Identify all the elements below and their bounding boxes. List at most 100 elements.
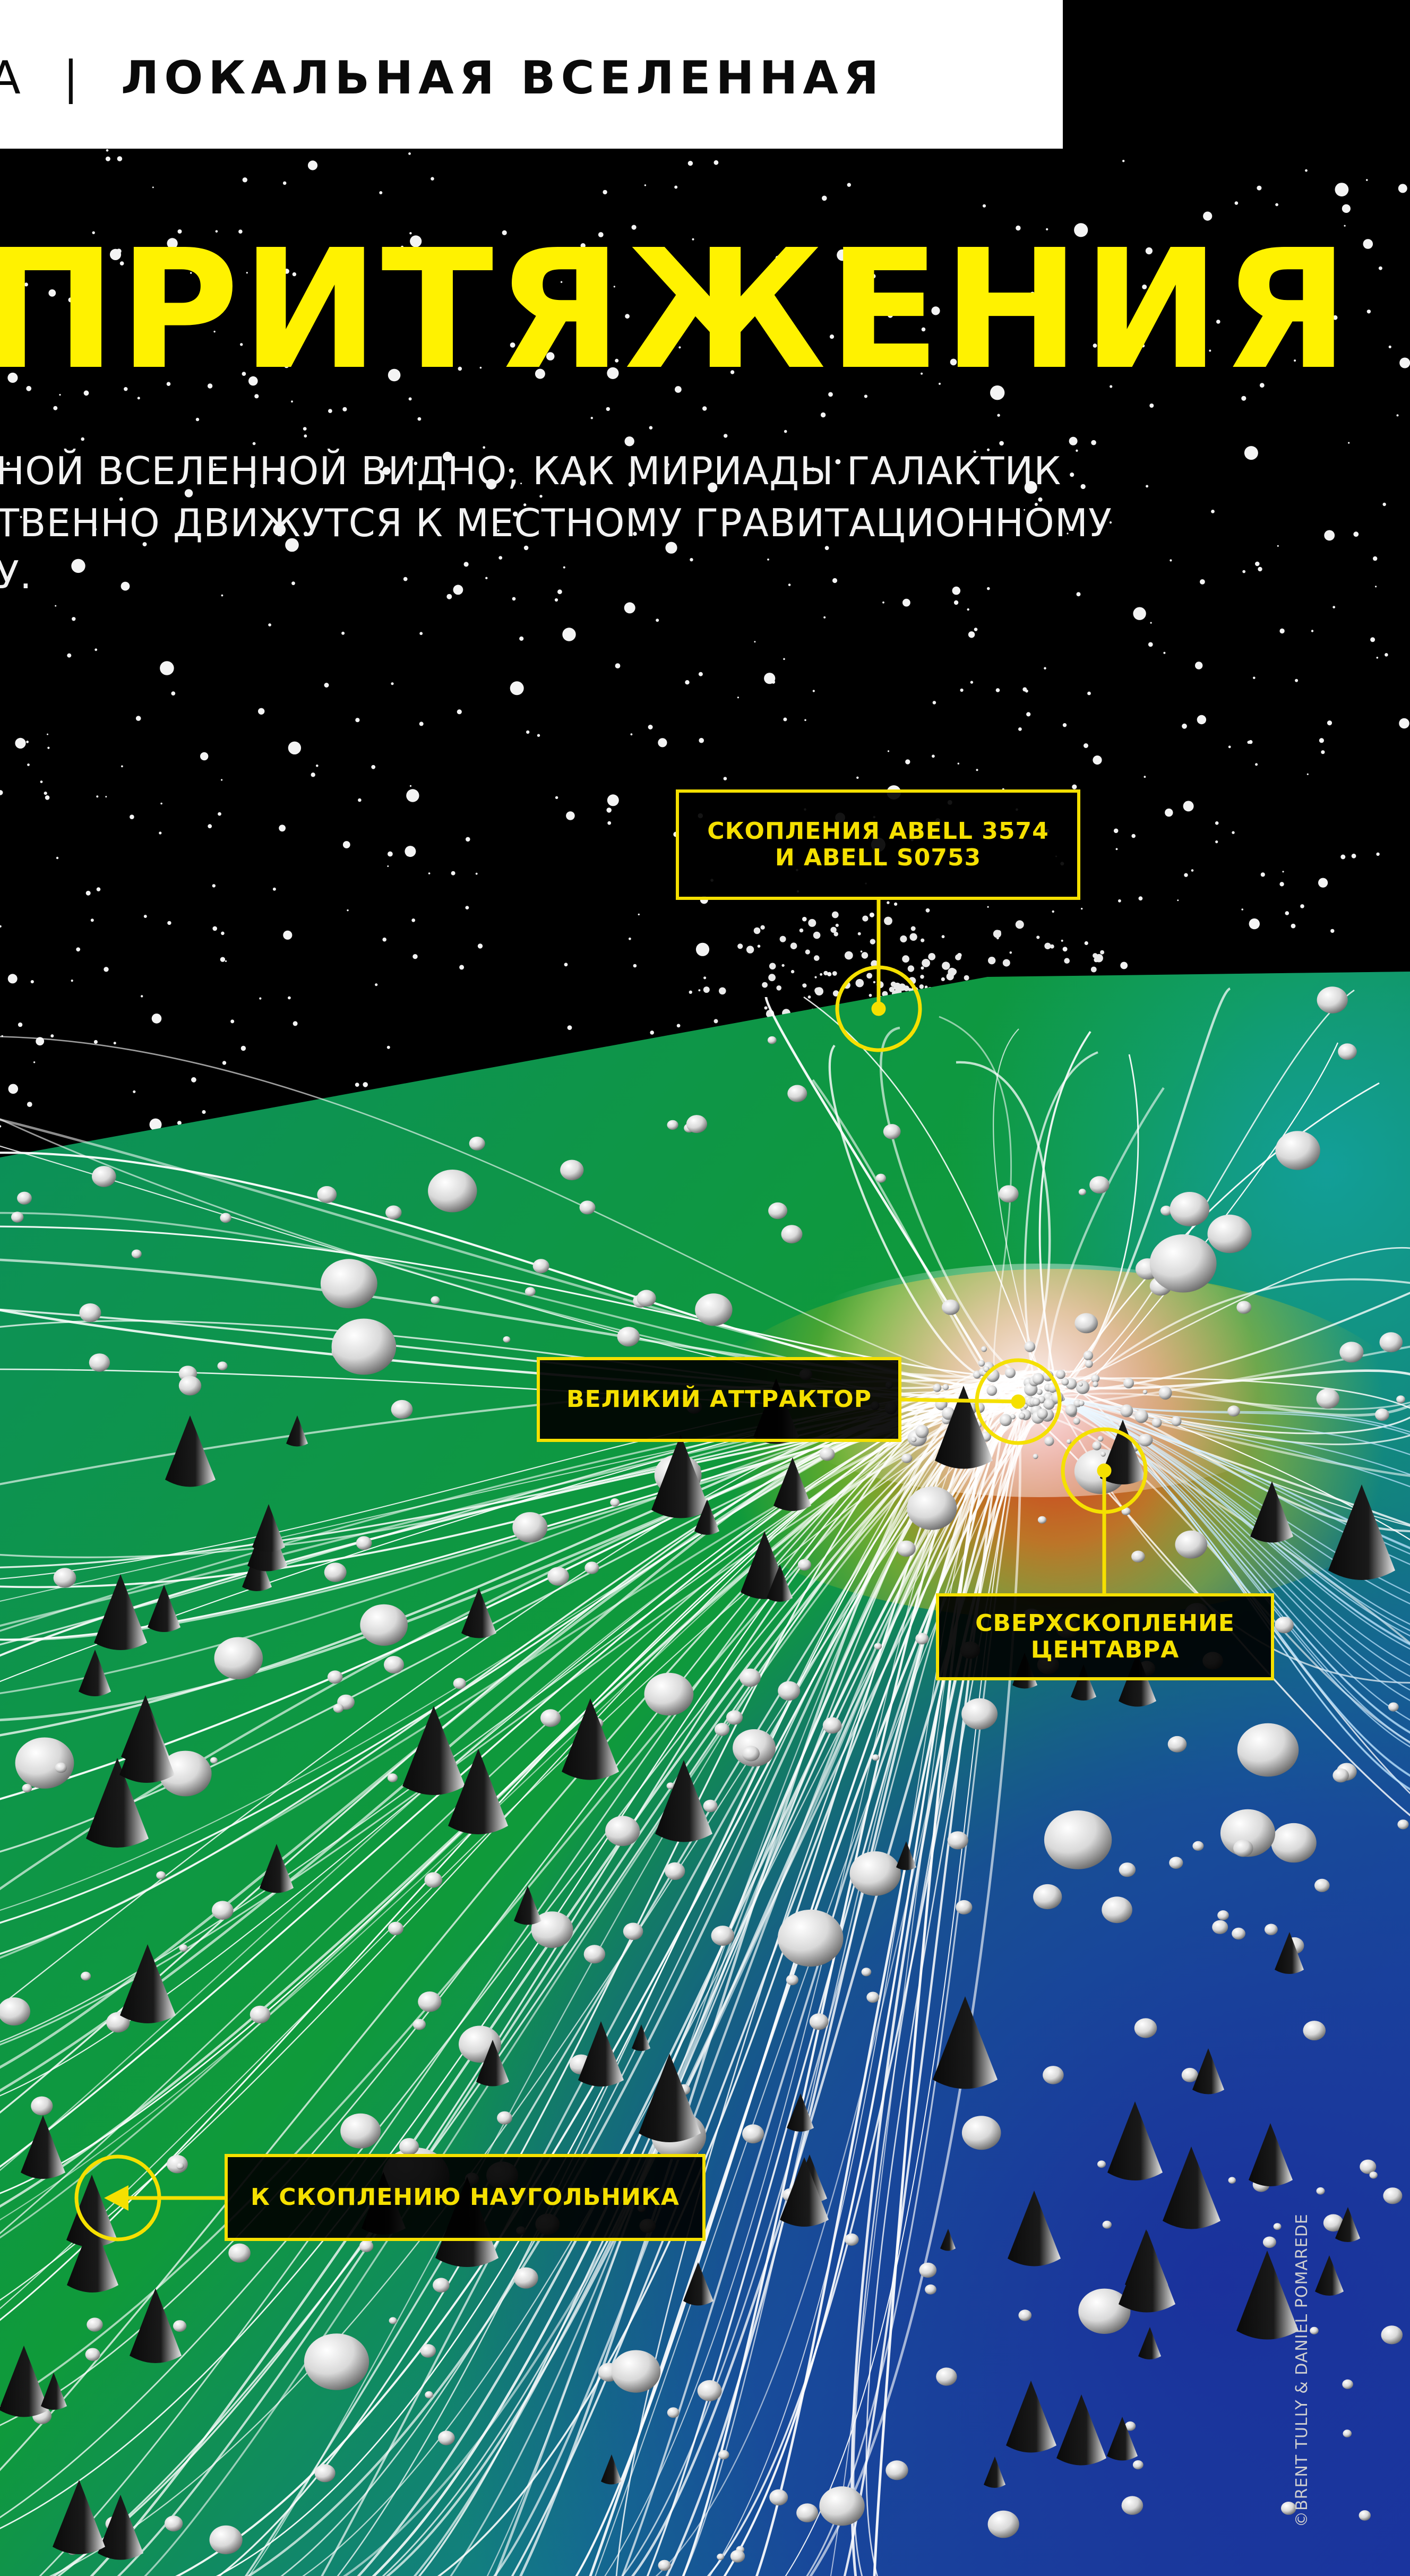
star <box>1330 929 1335 933</box>
star <box>873 981 876 984</box>
galaxy-sphere <box>740 1668 761 1687</box>
galaxy-sphere <box>999 1414 1012 1427</box>
star <box>1195 662 1203 669</box>
galaxy-sphere <box>1123 1378 1134 1389</box>
star <box>81 437 84 441</box>
star <box>807 995 811 999</box>
star <box>1382 502 1386 506</box>
star <box>695 942 710 956</box>
star <box>771 680 776 684</box>
star <box>1062 723 1067 727</box>
star <box>1300 904 1304 908</box>
star <box>723 777 727 780</box>
star <box>1399 357 1410 368</box>
star <box>1247 741 1251 744</box>
star <box>1259 340 1263 344</box>
galaxy-sphere <box>1323 2214 1344 2232</box>
star <box>633 531 637 536</box>
star <box>758 281 761 284</box>
star <box>72 617 76 621</box>
galaxy-sphere <box>317 1186 337 1203</box>
velocity-cone <box>461 1588 496 1638</box>
galaxy-sphere <box>1073 1418 1080 1425</box>
velocity-cone <box>639 2054 701 2142</box>
galaxy-sphere <box>1037 1408 1048 1420</box>
velocity-cone <box>773 1457 811 1511</box>
star <box>1046 228 1048 230</box>
velocity-cone <box>120 1944 176 2023</box>
star <box>1009 951 1012 954</box>
star <box>1165 808 1173 817</box>
star <box>47 733 48 735</box>
great-attractor-label: ВЕЛИКИЙ АТТРАКТОР <box>537 1357 901 1442</box>
galaxy-sphere <box>412 2019 426 2030</box>
star <box>1081 907 1083 910</box>
star <box>207 383 213 389</box>
star <box>45 795 50 800</box>
star <box>222 1061 227 1065</box>
star <box>152 186 154 188</box>
star <box>159 831 162 835</box>
star <box>690 558 693 562</box>
star <box>603 190 607 195</box>
star <box>212 926 218 931</box>
star <box>675 386 682 393</box>
star <box>1177 899 1179 901</box>
star <box>860 950 863 952</box>
star <box>48 289 56 297</box>
star <box>607 367 619 380</box>
star <box>1324 530 1335 541</box>
star <box>1244 446 1258 460</box>
star <box>104 967 109 972</box>
galaxy-sphere <box>331 1318 397 1375</box>
galaxy-sphere <box>547 1567 569 1586</box>
star <box>1275 203 1279 207</box>
galaxy-sphere <box>1076 1380 1090 1394</box>
star <box>411 918 416 922</box>
galaxy-sphere <box>220 1213 231 1223</box>
galaxy-sphere <box>1314 1878 1330 1892</box>
star <box>250 483 255 488</box>
star <box>252 442 256 445</box>
star <box>1200 579 1205 585</box>
galaxy-sphere <box>418 1991 442 2012</box>
centaurus-supercluster-label: СВЕРХСКОПЛЕНИЕ ЦЕНТАВРА <box>936 1593 1274 1680</box>
galaxy-sphere <box>314 2464 336 2483</box>
star <box>486 478 497 490</box>
velocity-cone <box>260 1844 294 1893</box>
galaxy-sphere <box>389 2317 397 2324</box>
star <box>386 1045 390 1049</box>
galaxy-sphere <box>665 1862 685 1880</box>
star <box>1366 310 1371 314</box>
star <box>1091 440 1096 445</box>
star <box>703 976 707 980</box>
galaxy-sphere <box>796 2503 819 2522</box>
star <box>644 184 647 186</box>
star <box>856 776 859 779</box>
star <box>76 947 81 952</box>
attractor-marker-dot <box>1011 1394 1026 1409</box>
galaxy-sphere <box>797 1559 811 1571</box>
star <box>953 600 959 605</box>
star <box>24 282 28 287</box>
star <box>1242 570 1246 573</box>
star <box>1113 828 1119 834</box>
star <box>414 461 418 466</box>
star <box>685 680 690 685</box>
star <box>1279 882 1284 887</box>
star <box>160 330 162 332</box>
galaxy-sphere <box>1119 1862 1136 1877</box>
star <box>1318 878 1328 888</box>
star <box>591 283 597 288</box>
galaxy-sphere <box>399 2138 419 2156</box>
star <box>955 954 961 960</box>
star <box>141 995 143 998</box>
star <box>240 343 243 346</box>
star <box>451 871 455 875</box>
star <box>288 741 302 755</box>
star <box>303 531 308 536</box>
star <box>311 772 315 777</box>
star <box>942 961 950 970</box>
galaxy-sphere <box>845 2233 859 2246</box>
star <box>1277 545 1279 547</box>
